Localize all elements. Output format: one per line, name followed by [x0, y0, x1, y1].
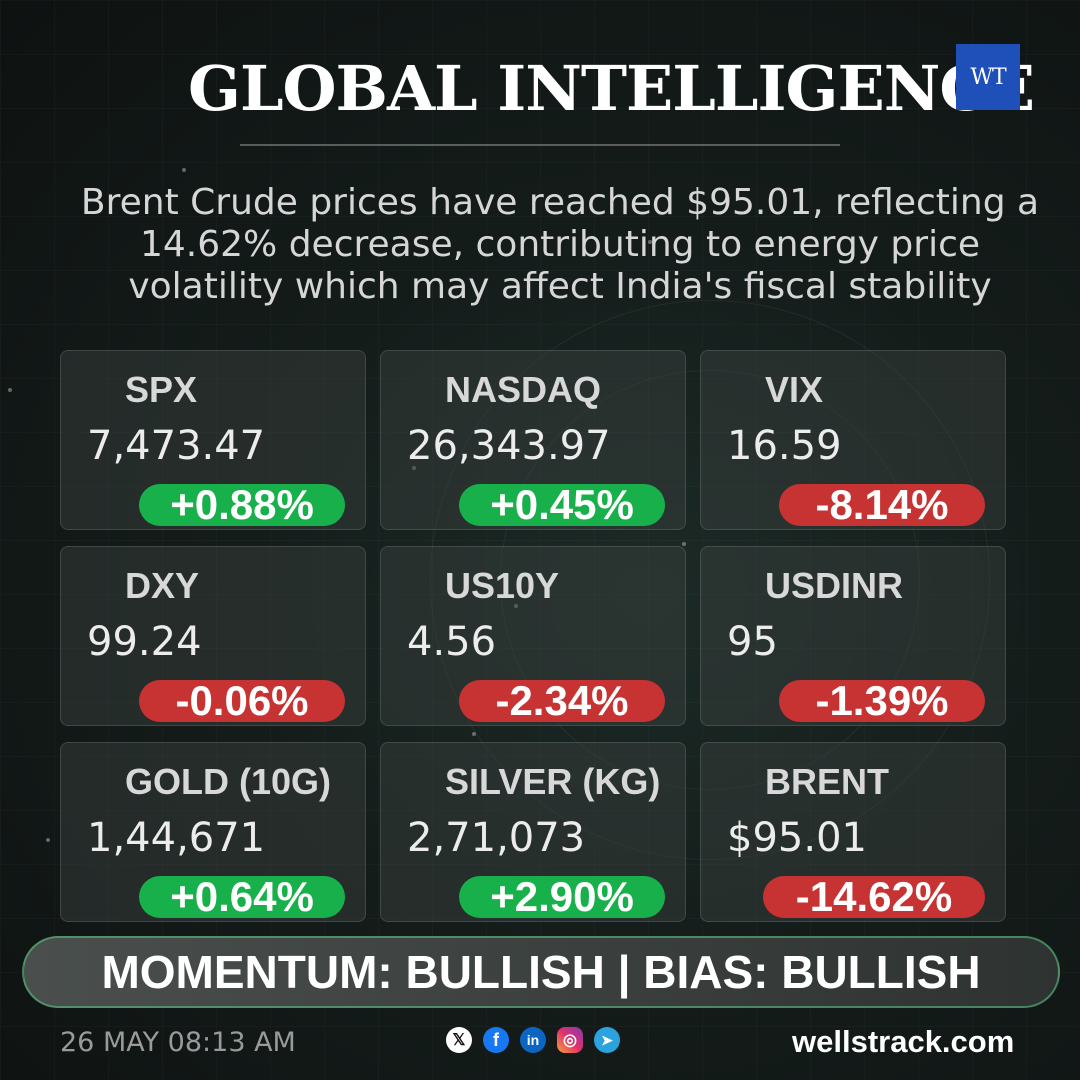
website-link[interactable]: wellstrack.com [792, 1024, 1015, 1059]
ticker-change-badge: +0.45% [459, 481, 665, 528]
title-divider [240, 144, 840, 146]
logo-text: WT [970, 64, 1006, 90]
facebook-icon[interactable]: f [483, 1027, 509, 1053]
ticker-value: 16.59 [727, 423, 842, 469]
decorative-dot [472, 732, 476, 736]
ticker-card-dxy: DXY 99.24 -0.06% [60, 546, 366, 726]
ticker-name: GOLD (10G) [125, 761, 332, 802]
decorative-dot [682, 542, 686, 546]
ticker-card-spx: SPX 7,473.47 +0.88% [60, 350, 366, 530]
ticker-value: 2,71,073 [407, 815, 586, 861]
headline-text: Brent Crude prices have reached $95.01, … [80, 182, 1040, 307]
ticker-change-badge: +2.90% [459, 873, 665, 920]
ticker-value: $95.01 [727, 815, 867, 861]
ticker-name: SILVER (KG) [445, 761, 661, 802]
ticker-card-nasdaq: NASDAQ 26,343.97 +0.45% [380, 350, 686, 530]
momentum-bias-banner: MOMENTUM: BULLISH | BIAS: BULLISH [22, 936, 1060, 1008]
decorative-dot [412, 466, 416, 470]
ticker-change-badge: -1.39% [779, 677, 985, 724]
ticker-name: BRENT [765, 761, 889, 802]
ticker-value: 7,473.47 [87, 423, 266, 469]
ticker-card-usdinr: USDINR 95 -1.39% [700, 546, 1006, 726]
ticker-change-badge: +0.64% [139, 873, 345, 920]
ticker-value: 26,343.97 [407, 423, 611, 469]
page-title: GLOBAL INTELLIGENCE [188, 52, 1035, 125]
ticker-change-badge: -14.62% [763, 873, 985, 920]
ticker-grid: SPX 7,473.47 +0.88% NASDAQ 26,343.97 +0.… [60, 350, 1006, 922]
telegram-icon[interactable]: ➤ [594, 1027, 620, 1053]
decorative-dot [182, 168, 186, 172]
ticker-name: SPX [125, 369, 198, 410]
ticker-name: USDINR [765, 565, 904, 606]
social-icons: 𝕏 f in ◎ ➤ [446, 1027, 620, 1053]
ticker-change-badge: +0.88% [139, 481, 345, 528]
ticker-name: VIX [765, 369, 824, 410]
ticker-card-vix: VIX 16.59 -8.14% [700, 350, 1006, 530]
ticker-value: 4.56 [407, 619, 497, 665]
ticker-value: 1,44,671 [87, 815, 266, 861]
decorative-dot [8, 388, 12, 392]
decorative-dot [46, 838, 50, 842]
ticker-value: 99.24 [87, 619, 202, 665]
ticker-card-gold: GOLD (10G) 1,44,671 +0.64% [60, 742, 366, 922]
timestamp: 26 MAY 08:13 AM [60, 1027, 296, 1058]
ticker-value: 95 [727, 619, 778, 665]
ticker-change-badge: -0.06% [139, 677, 345, 724]
instagram-icon[interactable]: ◎ [557, 1027, 583, 1053]
linkedin-icon[interactable]: in [520, 1027, 546, 1053]
ticker-change-badge: -2.34% [459, 677, 665, 724]
ticker-name: US10Y [445, 565, 560, 606]
ticker-card-brent: BRENT $95.01 -14.62% [700, 742, 1006, 922]
ticker-name: DXY [125, 565, 200, 606]
ticker-card-us10y: US10Y 4.56 -2.34% [380, 546, 686, 726]
decorative-dot [514, 604, 518, 608]
x-icon[interactable]: 𝕏 [446, 1027, 472, 1053]
ticker-change-badge: -8.14% [779, 481, 985, 528]
ticker-name: NASDAQ [445, 369, 602, 410]
ticker-card-silver: SILVER (KG) 2,71,073 +2.90% [380, 742, 686, 922]
decorative-dot [648, 240, 652, 244]
wellstrack-logo: WT [956, 44, 1020, 110]
